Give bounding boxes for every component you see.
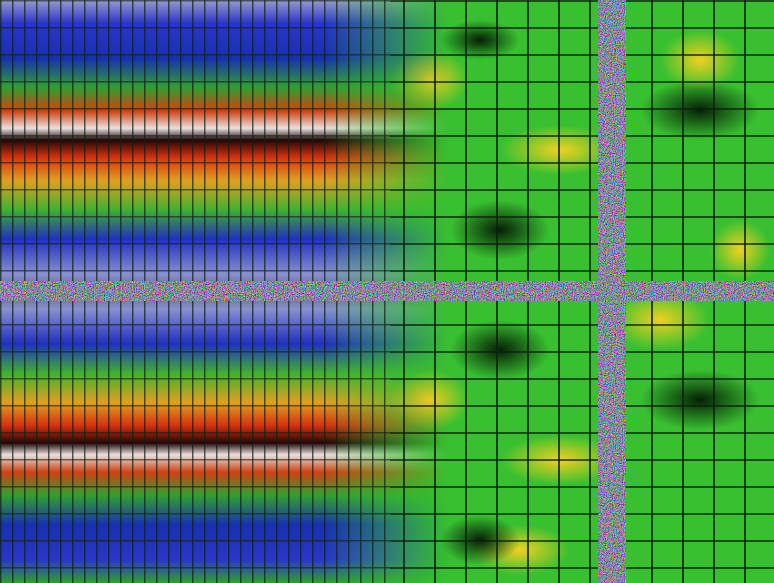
image-frame xyxy=(0,0,774,583)
horizontal-noise-band xyxy=(0,281,774,301)
vertical-noise-band xyxy=(598,0,626,583)
abstract-image xyxy=(0,0,774,583)
